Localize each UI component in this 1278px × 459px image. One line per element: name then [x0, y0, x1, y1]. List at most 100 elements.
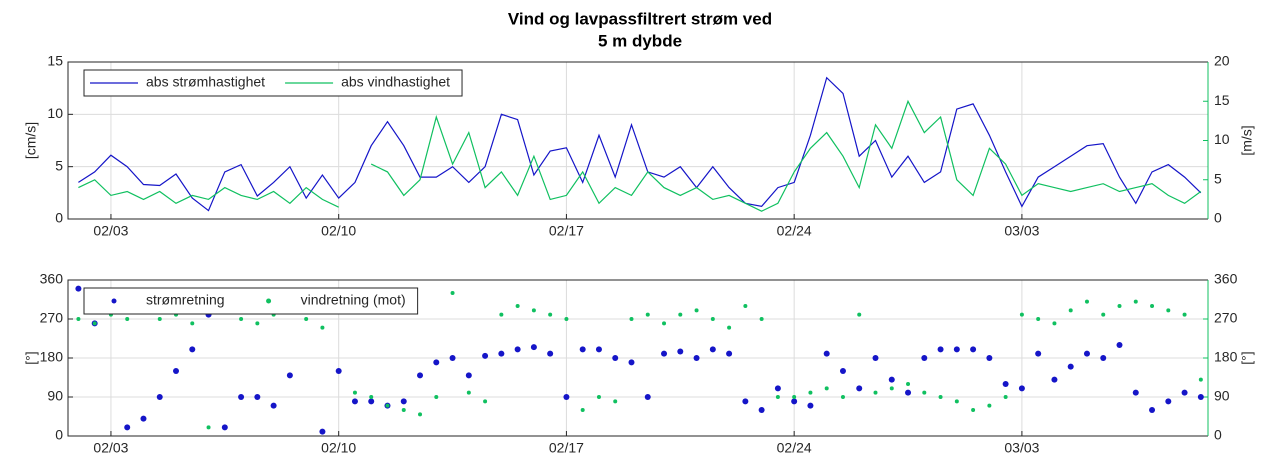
- point: [1035, 350, 1042, 357]
- point: [1198, 377, 1203, 382]
- point: [808, 390, 813, 395]
- point: [678, 312, 683, 317]
- point: [791, 398, 798, 405]
- point: [335, 368, 342, 374]
- y2-tick-label: 360: [1214, 271, 1238, 287]
- point: [906, 382, 911, 386]
- point: [839, 368, 846, 374]
- point: [775, 395, 780, 399]
- chart-title: 5 m dybde: [598, 31, 682, 50]
- point: [92, 321, 97, 326]
- series-line: [78, 99, 1202, 212]
- point: [190, 321, 195, 326]
- point: [986, 355, 993, 361]
- point: [173, 368, 180, 374]
- point: [1003, 395, 1008, 399]
- point: [270, 402, 277, 409]
- point: [937, 346, 944, 353]
- y2-tick-label: 0: [1214, 427, 1222, 443]
- point: [1067, 363, 1074, 370]
- point: [856, 385, 863, 392]
- point: [807, 402, 814, 409]
- axes-box: [67, 279, 1208, 437]
- point: [239, 317, 244, 321]
- x-tick-label: 02/24: [777, 440, 812, 456]
- point: [873, 390, 878, 395]
- point: [774, 385, 781, 392]
- point: [693, 355, 700, 361]
- point: [596, 395, 601, 399]
- point: [889, 386, 894, 391]
- point: [75, 285, 82, 292]
- point: [482, 352, 489, 359]
- point: [450, 291, 455, 295]
- point: [1051, 376, 1058, 383]
- point: [531, 308, 536, 313]
- legend-swatch: [266, 298, 272, 304]
- point: [238, 394, 245, 400]
- point: [1150, 304, 1155, 308]
- legend-box: [83, 287, 419, 315]
- point: [579, 346, 586, 353]
- point: [319, 428, 326, 435]
- point: [1084, 299, 1089, 304]
- point: [857, 312, 862, 317]
- point: [368, 398, 375, 405]
- point: [1083, 350, 1090, 357]
- point: [385, 403, 390, 408]
- y2-tick-label: 180: [1214, 349, 1238, 365]
- point: [792, 395, 797, 399]
- point: [824, 386, 829, 391]
- y-tick-label: 15: [47, 53, 63, 69]
- axes-box: [67, 61, 1208, 220]
- point: [872, 355, 879, 361]
- point: [580, 408, 585, 412]
- point: [1166, 308, 1171, 313]
- x-tick-label: 03/03: [1004, 440, 1039, 456]
- point: [742, 398, 749, 405]
- point: [694, 308, 699, 313]
- y2-tick-label: 20: [1214, 53, 1230, 69]
- legend-label: vindretning (mot): [301, 292, 406, 308]
- x-tick-label: 02/10: [321, 223, 356, 239]
- point: [76, 317, 81, 321]
- y2-axis-label: [m/s]: [1239, 125, 1255, 155]
- point: [189, 346, 196, 353]
- point: [304, 317, 309, 321]
- point: [401, 408, 406, 412]
- point: [726, 350, 733, 357]
- point: [564, 317, 569, 321]
- point: [563, 394, 570, 400]
- point: [971, 408, 976, 412]
- point: [823, 350, 830, 357]
- x-tick-label: 03/03: [1004, 223, 1039, 239]
- point: [125, 317, 130, 321]
- point: [498, 350, 505, 357]
- y-tick-label: 180: [40, 349, 64, 365]
- point: [417, 372, 424, 379]
- y2-tick-label: 90: [1214, 388, 1230, 404]
- legend-label: abs strømhastighet: [146, 74, 265, 90]
- point: [140, 415, 147, 422]
- point: [1018, 385, 1025, 392]
- y-axis-label: [°]: [23, 351, 39, 364]
- point: [352, 390, 357, 395]
- x-tick-label: 02/03: [93, 440, 128, 456]
- point: [483, 399, 488, 404]
- y2-tick-label: 10: [1214, 131, 1230, 147]
- point: [644, 394, 651, 400]
- point: [954, 399, 959, 404]
- point: [1019, 312, 1024, 317]
- point: [156, 394, 163, 400]
- x-tick-label: 02/17: [549, 440, 584, 456]
- point: [433, 359, 440, 366]
- point: [888, 376, 895, 383]
- point: [613, 399, 618, 404]
- point: [662, 321, 667, 326]
- point: [206, 425, 211, 430]
- point: [286, 372, 293, 379]
- point: [922, 390, 927, 395]
- y2-tick-label: 15: [1214, 92, 1230, 108]
- point: [548, 312, 553, 317]
